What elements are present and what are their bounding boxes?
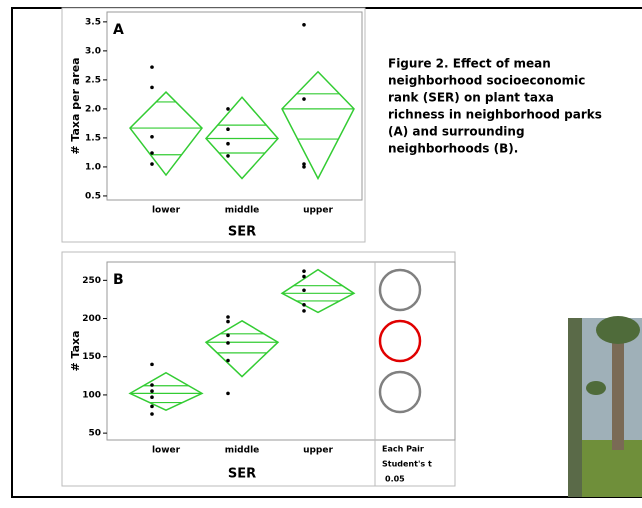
comparison-label: 0.05 [385, 475, 405, 484]
y-axis-title: # Taxa per area [69, 57, 82, 154]
caption-line: neighborhood socioeconomic [388, 74, 585, 88]
photo-palm [586, 381, 606, 395]
data-point [226, 154, 230, 158]
x-tick-label: upper [303, 206, 333, 216]
x-axis-title: SER [228, 467, 256, 482]
data-point [150, 65, 154, 69]
y-tick-label: 100 [82, 390, 101, 400]
data-point [302, 303, 306, 307]
data-point [150, 135, 154, 139]
y-tick-label: 1.5 [85, 133, 101, 143]
comparison-label: Student's t [382, 460, 432, 469]
x-tick-label: upper [303, 446, 333, 456]
y-tick-label: 2.0 [85, 104, 101, 114]
data-point [226, 320, 230, 324]
y-tick-label: 0.5 [85, 191, 101, 201]
data-point [302, 97, 306, 101]
y-tick-label: 50 [88, 429, 101, 439]
data-point [150, 412, 154, 416]
panel-label: A [113, 22, 124, 38]
caption-line: Figure 2. Effect of mean [388, 57, 551, 71]
y-tick-label: 200 [82, 314, 101, 324]
panel-label: B [113, 272, 124, 288]
data-point [302, 269, 306, 273]
y-axis-title: # Taxa [69, 330, 82, 371]
slide: Figure 2. Effect of mean neighborhood soc… [0, 0, 642, 508]
data-point [302, 165, 306, 169]
y-tick-label: 3.5 [85, 17, 101, 27]
caption-line: (A) and surrounding [388, 125, 525, 139]
y-tick-label: 3.0 [85, 46, 101, 56]
data-point [150, 86, 154, 90]
y-tick-label: 1.0 [85, 162, 101, 172]
plot-area [107, 262, 455, 440]
data-point [226, 127, 230, 131]
x-axis-title: SER [228, 225, 256, 240]
y-tick-label: 2.5 [85, 75, 101, 85]
y-tick-label: 150 [82, 352, 101, 362]
data-point [150, 395, 154, 399]
data-point [302, 23, 306, 27]
data-point [226, 142, 230, 146]
data-point [150, 389, 154, 393]
data-point [302, 288, 306, 292]
comparison-label: Each Pair [382, 445, 424, 454]
photo [568, 316, 642, 497]
y-tick-label: 250 [82, 276, 101, 286]
data-point [226, 334, 230, 338]
data-point [226, 359, 230, 363]
data-point [226, 341, 230, 345]
chart: 50 100 150 200 250 B # Taxa SER lower middle upper… [62, 252, 455, 486]
photo-trunk [612, 330, 624, 450]
data-point [226, 392, 230, 396]
data-point [150, 162, 154, 166]
caption-line: richness in neighborhood parks [388, 108, 602, 122]
data-point [150, 405, 154, 409]
x-tick-label: middle [225, 446, 260, 456]
data-point [226, 315, 230, 319]
data-point [302, 309, 306, 313]
data-point [302, 275, 306, 279]
caption-line: rank (SER) on plant taxa [388, 91, 554, 105]
data-point [150, 383, 154, 387]
x-tick-label: middle [225, 206, 260, 216]
data-point [150, 363, 154, 367]
x-tick-label: lower [152, 206, 181, 216]
photo-tree [568, 318, 582, 497]
x-tick-label: lower [152, 446, 181, 456]
caption-line: neighborhoods (B). [388, 142, 518, 156]
data-point [150, 151, 154, 155]
chart: 0.5 1.0 1.5 2.0 2.5 3.0 3.5 A # Taxa per area SER… [62, 8, 365, 242]
data-point [226, 107, 230, 111]
photo-palm [596, 316, 640, 344]
